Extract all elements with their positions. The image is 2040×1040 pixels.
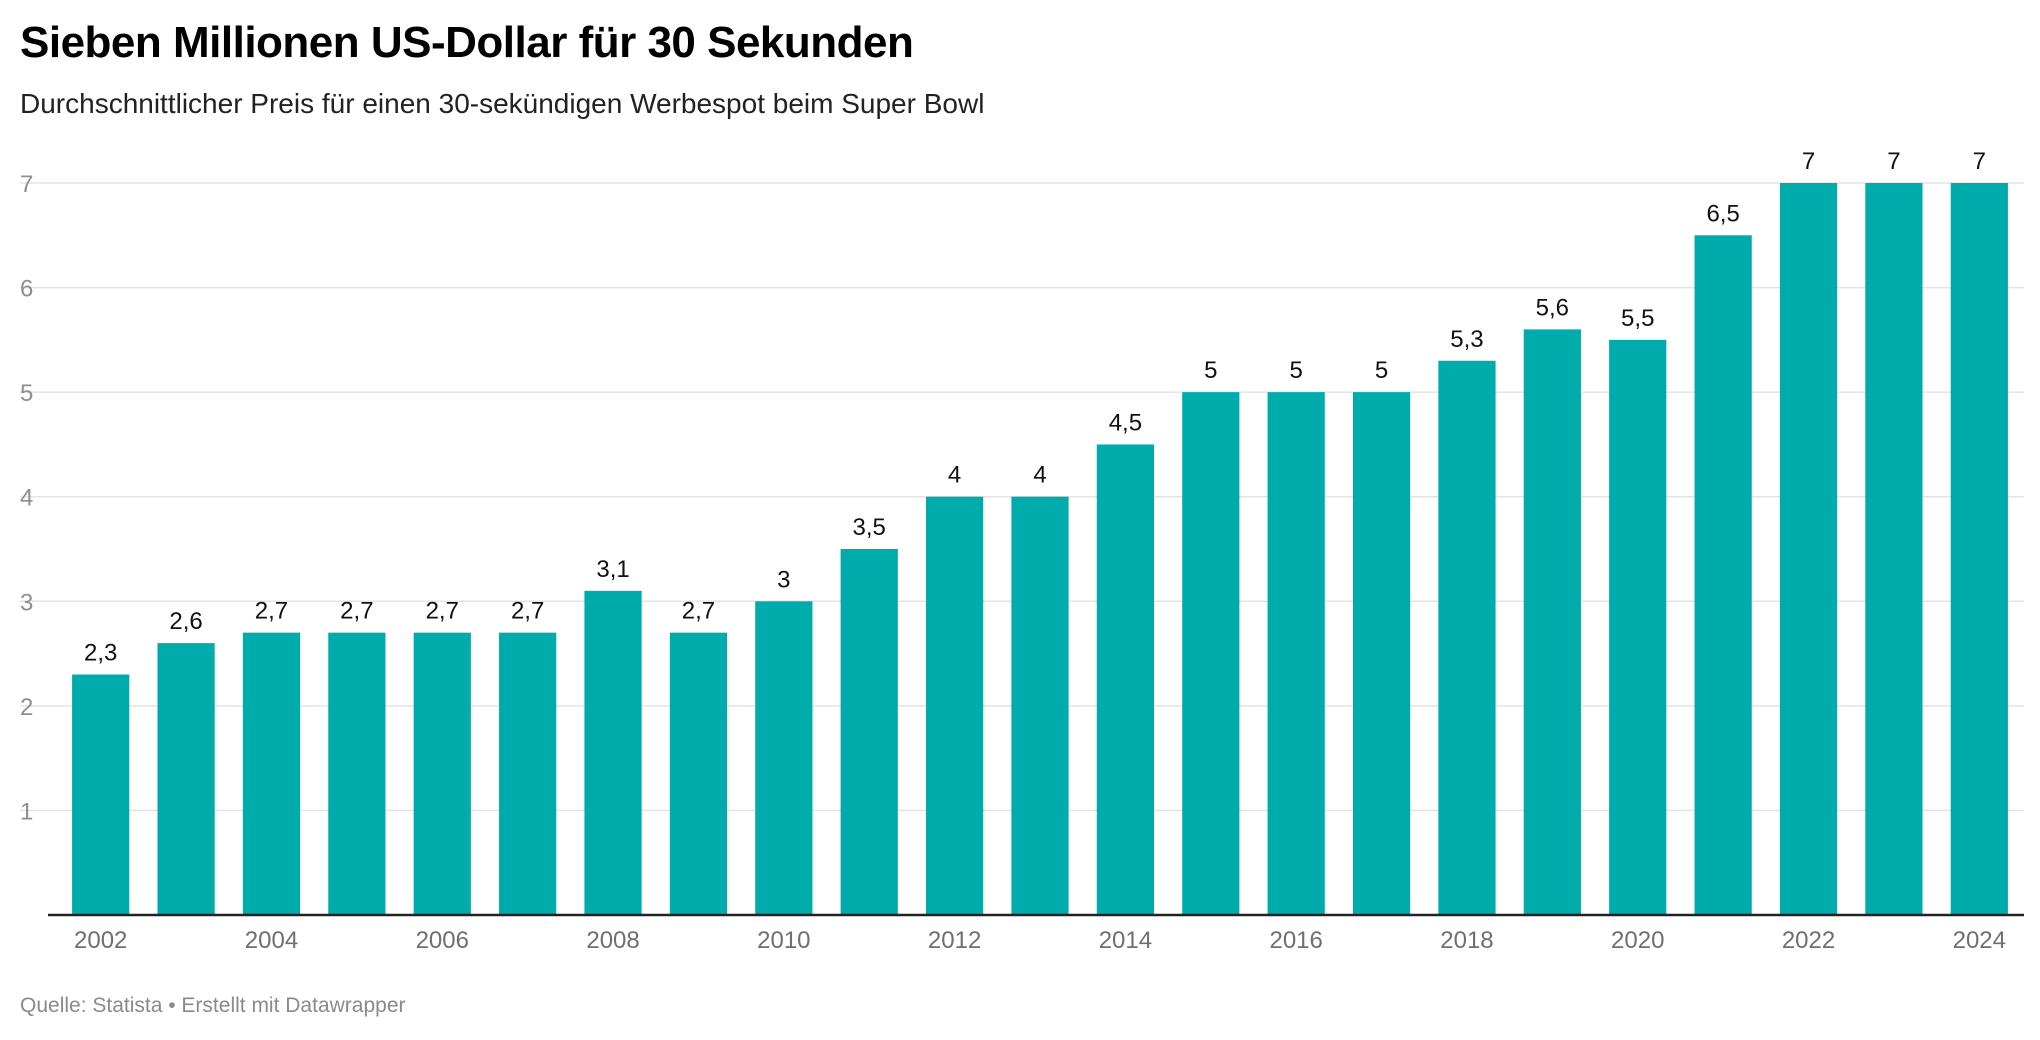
x-tick-label-2004: 2004 (245, 927, 298, 954)
x-tick-label-2014: 2014 (1099, 927, 1152, 954)
bar-2022 (1779, 183, 1838, 915)
y-tick-label: 3 (20, 589, 33, 616)
value-label-2011: 3,5 (853, 514, 886, 541)
x-tick-label-2002: 2002 (74, 927, 127, 954)
bar-2005 (328, 632, 386, 915)
value-label-2022: 7 (1802, 148, 1815, 175)
value-labels: 2,3 2,6 2,7 2,7 2,7 2,7 3,1 2,7 3 3,5 4 4 4,5 5 5 5 5,3 5… (84, 148, 1986, 666)
bar-2009 (669, 632, 728, 915)
value-label-2008: 3,1 (596, 556, 629, 583)
bar-2016 (1267, 392, 1325, 916)
bar-2019 (1523, 329, 1581, 915)
value-label-2004: 2,7 (255, 598, 288, 625)
bar-chart: 1 2 3 4 5 6 7 2,3 2,6 2,7 2,7 2,7 2,7 3,1 2,7 3 3,5 4 4 4,… (20, 148, 2024, 954)
value-label-2018: 5,3 (1450, 326, 1483, 353)
x-tick-label-2022: 2022 (1782, 927, 1835, 954)
x-tick-label-2006: 2006 (416, 927, 469, 954)
value-label-2024: 7 (1973, 148, 1986, 175)
bar-2012 (926, 496, 984, 915)
bar-2024 (1950, 183, 2008, 915)
value-label-2023: 7 (1887, 148, 1900, 175)
y-tick-label: 4 (20, 485, 33, 512)
value-label-2019: 5,6 (1536, 294, 1569, 321)
chart-title: Sieben Millionen US-Dollar für 30 Sekund… (20, 18, 914, 67)
value-label-2016: 5 (1289, 357, 1302, 384)
bar-2017 (1352, 392, 1411, 916)
value-label-2017: 5 (1375, 357, 1388, 384)
value-label-2013: 4 (1033, 462, 1046, 489)
bar-2006 (413, 632, 471, 915)
source-note: Quelle: Statista • Erstellt mit Datawrap… (20, 994, 406, 1017)
bar-2021 (1694, 235, 1752, 916)
y-tick-label: 1 (20, 798, 33, 825)
value-label-2007: 2,7 (511, 598, 544, 625)
bar-2020 (1609, 339, 1667, 915)
bars (72, 183, 2008, 916)
bar-2010 (755, 601, 813, 915)
value-label-2015: 5 (1204, 357, 1217, 384)
bar-2014 (1096, 444, 1154, 915)
x-tick-label-2010: 2010 (757, 927, 810, 954)
bar-2023 (1865, 183, 1923, 915)
value-label-2014: 4,5 (1109, 409, 1142, 436)
chart-subtitle: Durchschnittlicher Preis für einen 30-se… (20, 88, 985, 119)
x-tick-label-2024: 2024 (1953, 927, 2006, 954)
value-label-2002: 2,3 (84, 639, 117, 666)
value-label-2012: 4 (948, 462, 961, 489)
y-tick-label: 5 (20, 380, 33, 407)
bar-2013 (1011, 496, 1069, 915)
bar-2011 (840, 549, 898, 915)
x-tick-label-2016: 2016 (1269, 927, 1322, 954)
x-tick-label-2020: 2020 (1611, 927, 1664, 954)
bar-2015 (1182, 392, 1240, 916)
bar-2002 (72, 674, 130, 915)
y-tick-label: 2 (20, 694, 33, 721)
value-label-2005: 2,7 (340, 598, 373, 625)
y-tick-label: 7 (20, 171, 33, 198)
x-tick-label-2008: 2008 (586, 927, 639, 954)
x-tick-label-2012: 2012 (928, 927, 981, 954)
bar-2003 (157, 643, 215, 915)
value-label-2021: 6,5 (1706, 200, 1739, 227)
y-tick-label: 6 (20, 276, 33, 303)
x-axis: 2002 2004 2006 2008 2010 2012 2014 2016 2018 2020… (48, 913, 2024, 954)
x-tick-label-2018: 2018 (1440, 927, 1493, 954)
value-label-2009: 2,7 (682, 598, 715, 625)
value-label-2006: 2,7 (426, 598, 459, 625)
bar-2004 (242, 632, 301, 915)
value-label-2003: 2,6 (169, 608, 202, 635)
value-label-2020: 5,5 (1621, 305, 1654, 332)
value-label-2010: 3 (777, 566, 790, 593)
bar-2018 (1438, 360, 1496, 915)
bar-2008 (584, 590, 642, 915)
bar-2007 (499, 632, 557, 915)
